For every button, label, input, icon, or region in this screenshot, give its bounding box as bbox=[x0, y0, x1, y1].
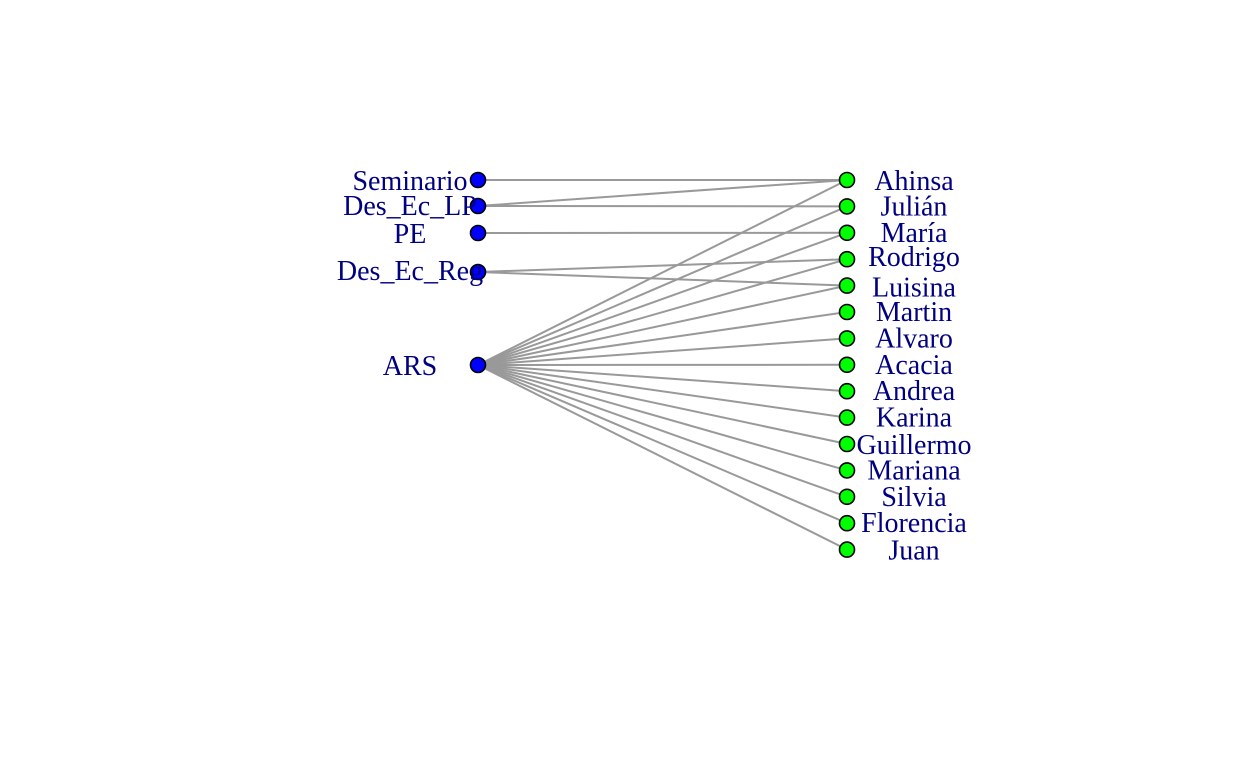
left-node-label-pe: PE bbox=[394, 219, 427, 250]
edge-ars-florencia bbox=[477, 364, 848, 525]
edge-ars-karina bbox=[477, 364, 848, 419]
nodes-layer bbox=[469, 171, 856, 558]
right-node-label-juan: Juan bbox=[888, 536, 939, 567]
right-node-label-silvia: Silvia bbox=[881, 482, 947, 513]
right-node-label-ahinsa: Ahinsa bbox=[874, 166, 954, 197]
edge-ars-silvia bbox=[477, 364, 848, 498]
right-node-guillermo bbox=[838, 435, 856, 453]
left-node-label-des-ec-lp: Des_Ec_LP bbox=[343, 191, 477, 222]
edge-ars-ahinsa bbox=[477, 179, 848, 366]
right-node-label-guillermo: Guillermo bbox=[856, 430, 971, 461]
left-node-des-ec-reg bbox=[469, 263, 487, 281]
right-node-maria bbox=[838, 224, 856, 242]
right-node-label-karina: Karina bbox=[876, 403, 953, 434]
right-node-label-florencia: Florencia bbox=[861, 508, 967, 539]
edge-ars-julian bbox=[477, 205, 848, 366]
right-node-juan bbox=[838, 541, 856, 558]
right-node-label-luisina: Luisina bbox=[872, 273, 957, 304]
right-node-karina bbox=[838, 409, 856, 426]
right-node-mariana bbox=[838, 462, 856, 479]
left-node-label-ars: ARS bbox=[383, 351, 437, 382]
edge-ars-andrea bbox=[477, 364, 848, 393]
right-node-rodrigo bbox=[838, 250, 856, 268]
right-node-label-martin: Martin bbox=[876, 297, 952, 328]
edge-des-ec-reg-rodrigo bbox=[477, 258, 848, 273]
right-node-label-mariana: Mariana bbox=[867, 455, 961, 486]
left-node-label-des-ec-reg: Des_Ec_Reg bbox=[337, 256, 483, 287]
right-node-andrea bbox=[838, 382, 856, 400]
right-node-silvia bbox=[838, 488, 856, 506]
right-node-label-alvaro: Alvaro bbox=[875, 323, 953, 354]
right-node-julian bbox=[838, 198, 856, 215]
left-node-des-ec-lp bbox=[469, 197, 487, 215]
right-node-luisina bbox=[838, 277, 856, 294]
right-node-ahinsa bbox=[838, 171, 856, 189]
right-node-label-andrea: Andrea bbox=[873, 376, 956, 407]
right-node-acacia bbox=[838, 356, 856, 374]
edge-ars-juan bbox=[477, 364, 848, 551]
right-node-label-rodrigo: Rodrigo bbox=[868, 242, 960, 273]
right-node-alvaro bbox=[838, 330, 856, 347]
right-node-martin bbox=[838, 303, 856, 321]
left-node-ars bbox=[469, 356, 487, 374]
left-node-label-seminario: Seminario bbox=[352, 166, 467, 197]
edge-ars-maria bbox=[477, 231, 848, 366]
right-node-florencia bbox=[838, 514, 856, 532]
edge-ars-martin bbox=[477, 311, 848, 366]
right-node-label-acacia: Acacia bbox=[875, 350, 953, 381]
labels-layer: SeminarioDes_Ec_LPPEDes_Ec_RegARSAhinsaJ… bbox=[337, 166, 972, 567]
left-node-seminario bbox=[469, 171, 487, 189]
edge-ars-alvaro bbox=[477, 337, 848, 366]
edges-layer bbox=[477, 179, 848, 551]
edge-des-ec-lp-ahinsa bbox=[477, 179, 848, 207]
right-node-label-maria: María bbox=[881, 218, 948, 249]
edge-des-ec-reg-luisina bbox=[477, 271, 848, 287]
edge-ars-guillermo bbox=[477, 364, 848, 445]
edge-ars-rodrigo bbox=[477, 258, 848, 366]
edge-ars-luisina bbox=[477, 284, 848, 366]
edge-ars-mariana bbox=[477, 364, 848, 472]
right-node-label-julian: Julián bbox=[881, 191, 948, 222]
left-node-pe bbox=[469, 224, 487, 242]
